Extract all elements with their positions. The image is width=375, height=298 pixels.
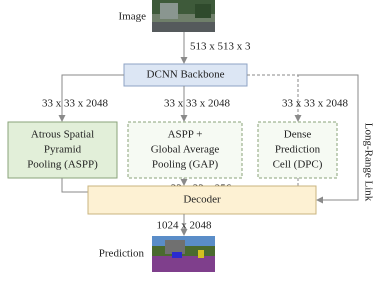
branch-text: Global Average	[151, 144, 220, 156]
branch-text: Atrous Spatial	[31, 129, 94, 141]
branch-text: Cell (DPC)	[273, 159, 323, 171]
input-image	[152, 0, 215, 32]
branch-size: 33 x 33 x 2048	[164, 98, 231, 110]
branch-text: Pooling (GAP)	[152, 159, 219, 171]
backbone-label: DCNN Backbone	[147, 69, 225, 81]
skip-label: Long-Range Link	[362, 123, 374, 202]
branch-size: 33 x 33 x 2048	[282, 98, 349, 110]
branch-text: Pyramid	[44, 144, 82, 156]
page: {"input": {"label": "Image", "size": "51…	[0, 0, 375, 298]
diagram: Image 513 x 513 x 3 DCNN Backbone Long-R…	[0, 0, 375, 298]
decoder-label: Decoder	[183, 194, 221, 206]
branch-text: Dense	[284, 129, 312, 141]
output-label: Prediction	[99, 248, 145, 260]
branch-size: 33 x 33 x 2048	[42, 98, 109, 110]
branch-text: ASPP +	[168, 129, 203, 141]
output-size: 1024 x 2048	[157, 220, 213, 232]
input-size: 513 x 513 x 3	[190, 41, 251, 53]
branch-text: Pooling (ASPP)	[27, 159, 98, 171]
input-label: Image	[119, 11, 147, 23]
prediction-image	[152, 236, 215, 272]
branch-text: Prediction	[275, 144, 321, 156]
